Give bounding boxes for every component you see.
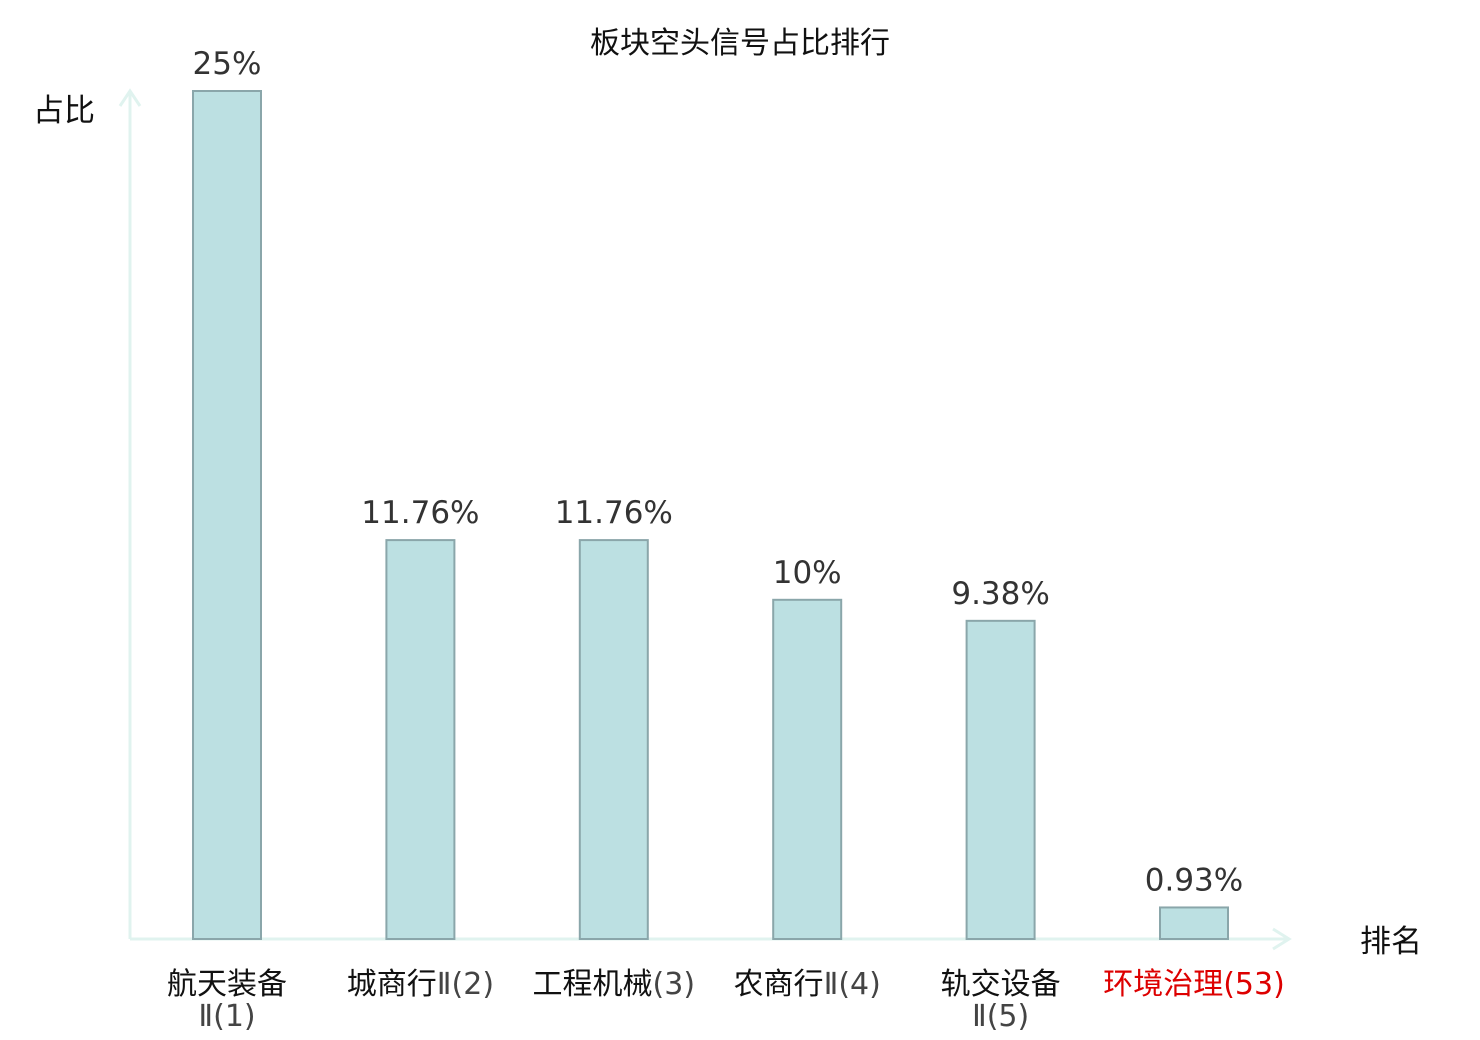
category-label: Ⅱ(5): [972, 999, 1029, 1034]
axes: [118, 88, 1292, 951]
bar-value-label: 11.76%: [555, 495, 673, 531]
value-labels-group: 25% 11.76% 11.76% 10% 9.38% 0.93%: [193, 46, 1244, 898]
bar-value-label: 10%: [773, 555, 842, 591]
bar: [192, 90, 262, 940]
y-axis-label: 占比: [33, 93, 95, 129]
category-label: 工程机械(3): [533, 967, 696, 1002]
x-axis-label: 排名: [1360, 924, 1422, 960]
bar: [1159, 906, 1229, 941]
bar-value-label: 11.76%: [361, 495, 479, 531]
bar: [965, 619, 1036, 940]
chart-title: 板块空头信号占比排行: [590, 26, 890, 61]
category-label: 环境治理(53): [1103, 967, 1285, 1002]
bar-value-label: 9.38%: [951, 576, 1049, 612]
bar: [385, 539, 456, 941]
bar-value-label: 25%: [193, 46, 262, 82]
bar-value-label: 0.93%: [1145, 862, 1243, 898]
category-label: 轨交设备: [941, 967, 1061, 1002]
bars-group: [192, 90, 1229, 941]
category-label: 城商行Ⅱ(2): [347, 967, 494, 1002]
category-label: 农商行Ⅱ(4): [734, 967, 881, 1002]
y-axis-arrow: [118, 88, 142, 107]
category-label: Ⅱ(1): [198, 999, 255, 1034]
x-axis-arrow: [1272, 927, 1292, 951]
category-label: 航天装备: [167, 967, 287, 1002]
bar: [578, 539, 649, 941]
bar: [772, 598, 843, 940]
